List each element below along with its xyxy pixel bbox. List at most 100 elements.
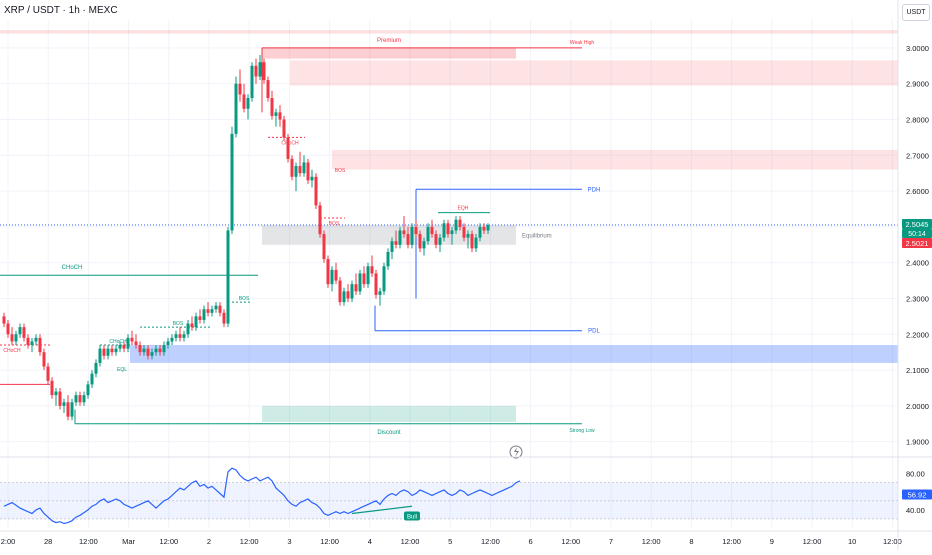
countdown-badge (902, 229, 932, 238)
bos-label: BOS (335, 168, 346, 174)
premium-label: Premium (377, 38, 401, 44)
candle-body (262, 62, 266, 81)
candle-body (294, 166, 298, 177)
rsi-value-text: 56.92 (908, 491, 927, 500)
time-tick-label: 5 (448, 537, 452, 546)
time-tick-label: 6 (529, 537, 533, 546)
candle-body (102, 348, 106, 356)
price-tick-label: 2.2000 (906, 330, 929, 339)
price-tick-label: 2.6000 (906, 187, 929, 196)
candle-body (414, 226, 418, 235)
price-tick-label: 2.7000 (906, 151, 929, 160)
supply-zone (290, 60, 898, 86)
time-tick-label: 12:00 (883, 537, 902, 546)
time-tick-label: Mar (122, 537, 135, 546)
symbol-title[interactable]: XRP / USDT · 1h · MEXC (4, 5, 118, 16)
candle-body (94, 362, 98, 374)
price-tick-label: 2.8000 (906, 115, 929, 124)
time-tick-label: 28 (44, 537, 52, 546)
candle-body (170, 337, 174, 342)
price-tick-label: 2.1000 (906, 366, 929, 375)
candle-body (358, 273, 362, 292)
divergence-line (351, 505, 413, 515)
candle-body (390, 241, 394, 252)
candle-body (238, 83, 242, 95)
candle-body (458, 219, 462, 227)
candle-body (146, 348, 150, 356)
candle-body (430, 226, 434, 235)
candle-body (422, 241, 426, 249)
candle-body (450, 230, 454, 235)
candle-body (114, 348, 118, 353)
time-tick-label: 10 (848, 537, 856, 546)
bos-label: BOS (239, 296, 250, 302)
time-tick-label: 12:00 (481, 537, 500, 546)
time-tick-label: 2:00 (1, 537, 16, 546)
candle-body (434, 234, 438, 245)
time-tick-label: 2 (207, 537, 211, 546)
candle-body (406, 234, 410, 245)
candle-body (302, 162, 306, 174)
candles[interactable] (2, 55, 490, 421)
candle-body (366, 266, 370, 285)
candle-body (350, 284, 354, 299)
price-tick-label: 2.9000 (906, 80, 929, 89)
time-tick-label: 12:00 (159, 537, 178, 546)
candle-body (86, 384, 90, 396)
prev-price-text: 2.5021 (906, 239, 929, 248)
choch-small-label: CHoCH (3, 348, 21, 354)
candle-body (278, 112, 282, 120)
time-tick-label: 12:00 (561, 537, 580, 546)
candle-body (222, 312, 226, 324)
candle-body (270, 98, 274, 116)
candle-body (466, 234, 470, 238)
candle-body (334, 269, 338, 281)
lightning-icon-bolt (514, 447, 519, 457)
candle-body (42, 352, 46, 367)
weak-high-label: Weak High (570, 40, 595, 46)
candle-body (470, 234, 474, 249)
candle-body (234, 83, 238, 134)
candle-body (166, 341, 170, 346)
candle-body (382, 266, 386, 292)
price-tick-label: 1.9000 (906, 438, 929, 447)
prev-price-badge (902, 238, 932, 248)
currency-button[interactable]: USDT (902, 4, 930, 21)
time-tick-label: 12:00 (320, 537, 339, 546)
candle-body (410, 226, 414, 245)
price-tick-label: 2.0000 (906, 402, 929, 411)
structure-lines (0, 47, 898, 425)
candle-body (218, 305, 222, 313)
divergence-badge (404, 511, 420, 521)
candle-body (402, 230, 406, 235)
rsi-value-badge (902, 489, 932, 500)
smc-labels: Premium Weak High Discount Strong Low Equili… (3, 38, 601, 459)
time-tick-label: 7 (609, 537, 613, 546)
candle-body (362, 273, 366, 285)
candle-body (438, 237, 442, 245)
candle-body (386, 251, 390, 267)
candle-body (226, 230, 230, 324)
pdh-label: PDH (588, 187, 601, 193)
last-price-badge (902, 219, 932, 229)
candle-body (38, 337, 42, 353)
time-tick-label: 4 (368, 537, 372, 546)
eql-label: EQL (117, 367, 127, 373)
time-tick-label: 12:00 (642, 537, 661, 546)
price-tick-label: 3.0000 (906, 44, 929, 53)
time-tick-label: 12:00 (722, 537, 741, 546)
candle-body (454, 219, 458, 231)
candle-body (202, 309, 206, 320)
pdl-label: PDL (588, 329, 600, 335)
candle-body (10, 334, 14, 342)
candle-body (70, 402, 74, 417)
candle-body (162, 345, 166, 353)
lightning-icon[interactable] (509, 445, 523, 459)
rsi-pane[interactable]: Bull (0, 467, 898, 525)
rsi-line (3, 467, 521, 525)
candle-body (474, 237, 478, 249)
candle-body (210, 309, 214, 313)
